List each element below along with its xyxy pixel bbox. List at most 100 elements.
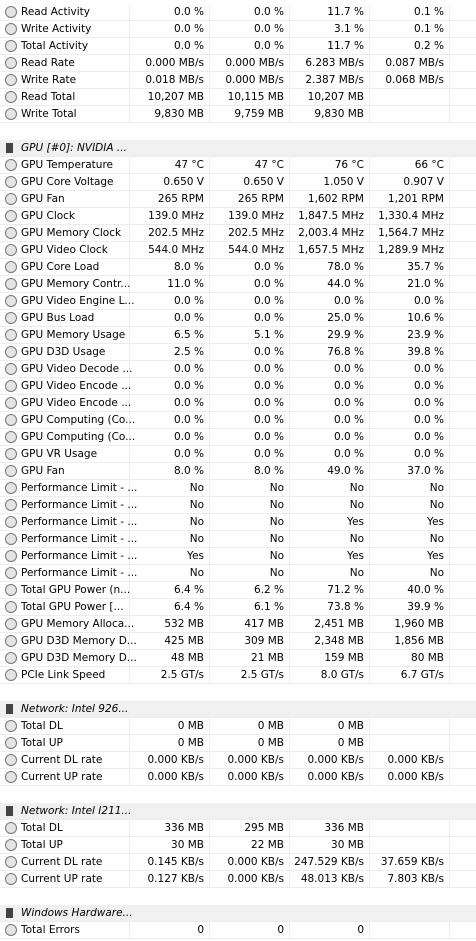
- sensor-value: 29.9 %: [290, 327, 370, 343]
- sensor-value: No: [210, 514, 290, 530]
- sensor-value: 0.000 KB/s: [370, 769, 450, 785]
- sensor-value: 37.659 KB/s: [370, 854, 450, 870]
- sensor-value: 48 MB: [130, 650, 210, 666]
- sensor-value: No: [290, 531, 370, 547]
- sensor-value: 0.0 %: [290, 412, 370, 428]
- sensor-value: 6.5 %: [130, 327, 210, 343]
- sensor-icon: [5, 618, 17, 630]
- sensor-value: 5.1 %: [210, 327, 290, 343]
- sensor-icon: [5, 533, 17, 545]
- sensor-value: 1,201 RPM: [370, 191, 450, 207]
- sensor-value: 37.0 %: [370, 463, 450, 479]
- sensor-value: 0.1 %: [370, 21, 450, 37]
- sensor-row: GPU Memory Clock 202.5 MHz 202.5 MHz 2,003.…: [0, 225, 476, 242]
- sensor-label: Total Errors: [0, 922, 130, 938]
- sensor-value: 2,451 MB: [290, 616, 370, 632]
- empty-cell: [370, 922, 450, 938]
- sensor-value: 0.0 %: [210, 21, 290, 37]
- sensor-value: 0.068 MB/s: [370, 72, 450, 88]
- sensor-icon: [5, 924, 17, 936]
- sensor-row: GPU Video Encode ... 0.0 % 0.0 % 0.0 % 0.0 %: [0, 395, 476, 412]
- sensor-label: GPU Video Engine L...: [0, 293, 134, 309]
- sensor-value: No: [210, 531, 290, 547]
- sensor-value: 22 MB: [210, 837, 290, 853]
- sensor-icon: [5, 737, 17, 749]
- sensor-value: No: [130, 514, 210, 530]
- sensor-icon: [5, 482, 17, 494]
- sensor-value: 47 °C: [210, 157, 290, 173]
- sensor-row: GPU Memory Alloca... 532 MB 417 MB 2,451 MB…: [0, 616, 476, 633]
- device-icon: [6, 143, 13, 153]
- sensor-icon: [5, 363, 17, 375]
- sensor-value: 0.000 MB/s: [210, 72, 290, 88]
- sensor-row: GPU Video Encode ... 0.0 % 0.0 % 0.0 % 0.0 %: [0, 378, 476, 395]
- sensor-value: 0.000 KB/s: [370, 752, 450, 768]
- sensor-label: GPU Video Encode ...: [0, 395, 131, 411]
- sensor-value: 1,856 MB: [370, 633, 450, 649]
- sensor-row: GPU Clock 139.0 MHz 139.0 MHz 1,847.5 MHz 1,…: [0, 208, 476, 225]
- sensor-row: Write Rate 0.018 MB/s 0.000 MB/s 2.387 MB/s…: [0, 72, 476, 89]
- sensor-label: Current UP rate: [0, 871, 130, 887]
- sensor-value: Yes: [370, 514, 450, 530]
- sensor-row: GPU Video Engine L... 0.0 % 0.0 % 0.0 % 0.0 …: [0, 293, 476, 310]
- sensor-value: 0 MB: [210, 735, 290, 751]
- sensor-row: Performance Limit - ... No No No No: [0, 531, 476, 548]
- sensor-label: Total UP: [0, 735, 130, 751]
- sensor-row: Total Activity 0.0 % 0.0 % 11.7 % 0.2 %: [0, 38, 476, 55]
- sensor-label: Total Activity: [0, 38, 130, 54]
- sensor-value: 66 °C: [370, 157, 450, 173]
- sensor-label: Write Rate: [0, 72, 130, 88]
- sensor-value: 417 MB: [210, 616, 290, 632]
- sensor-row: GPU Computing (Co... 0.0 % 0.0 % 0.0 % 0.0 %: [0, 412, 476, 429]
- sensor-value: 0 MB: [130, 718, 210, 734]
- sensor-value: 6.2 %: [210, 582, 290, 598]
- sensor-value: 76 °C: [290, 157, 370, 173]
- sensor-value: No: [130, 480, 210, 496]
- sensor-value: 49.0 %: [290, 463, 370, 479]
- sensor-icon: [5, 210, 17, 222]
- sensor-value: Yes: [290, 514, 370, 530]
- section-title: Network: Intel I211...: [21, 805, 132, 817]
- sensor-label: GPU Memory Contr...: [0, 276, 130, 292]
- sensor-value: 0: [290, 922, 370, 938]
- sensor-icon: [5, 6, 17, 18]
- sensor-label: Performance Limit - ...: [0, 480, 137, 496]
- device-icon: [6, 908, 13, 918]
- sensor-value: 3.1 %: [290, 21, 370, 37]
- sensor-label: Write Total: [0, 106, 130, 122]
- sensor-value: 1,657.5 MHz: [290, 242, 370, 258]
- sensor-value: 78.0 %: [290, 259, 370, 275]
- sensor-row: Total DL 336 MB 295 MB 336 MB: [0, 820, 476, 837]
- sensor-icon: [5, 23, 17, 35]
- sensor-label: GPU D3D Memory D...: [0, 650, 137, 666]
- sensor-value: 247.529 KB/s: [290, 854, 370, 870]
- sensor-icon: [5, 448, 17, 460]
- sensor-row: Write Total 9,830 MB 9,759 MB 9,830 MB: [0, 106, 476, 123]
- sensor-value: 39.8 %: [370, 344, 450, 360]
- section-title: Windows Hardware...: [21, 907, 133, 919]
- sensor-value: 80 MB: [370, 650, 450, 666]
- sensor-value: 0 MB: [130, 735, 210, 751]
- sensor-value: No: [210, 480, 290, 496]
- sensor-value: 9,759 MB: [210, 106, 290, 122]
- sensor-value: 0.000 KB/s: [210, 752, 290, 768]
- sensor-label: Total GPU Power [...: [0, 599, 130, 615]
- sensor-value: 532 MB: [130, 616, 210, 632]
- section-title: Network: Intel 926...: [21, 703, 129, 715]
- sensor-value: 0.0 %: [210, 361, 290, 377]
- sensor-value: 0.000 KB/s: [210, 871, 290, 887]
- sensor-icon: [5, 499, 17, 511]
- sensor-row: GPU Fan 8.0 % 8.0 % 49.0 % 37.0 %: [0, 463, 476, 480]
- sensor-row: GPU Temperature 47 °C 47 °C 76 °C 66 °C: [0, 157, 476, 174]
- sensor-value: 11.7 %: [290, 4, 370, 20]
- sensor-row: GPU Bus Load 0.0 % 0.0 % 25.0 % 10.6 %: [0, 310, 476, 327]
- sensor-value: No: [370, 565, 450, 581]
- sensor-row: Total UP 0 MB 0 MB 0 MB: [0, 735, 476, 752]
- sensor-value: 0.0 %: [370, 293, 450, 309]
- sensor-value: 0.0 %: [210, 293, 290, 309]
- sensor-value: 0.2 %: [370, 38, 450, 54]
- sensor-value: 0.000 KB/s: [290, 769, 370, 785]
- sensor-label: Write Activity: [0, 21, 130, 37]
- sensor-value: 21 MB: [210, 650, 290, 666]
- sensor-value: 39.9 %: [370, 599, 450, 615]
